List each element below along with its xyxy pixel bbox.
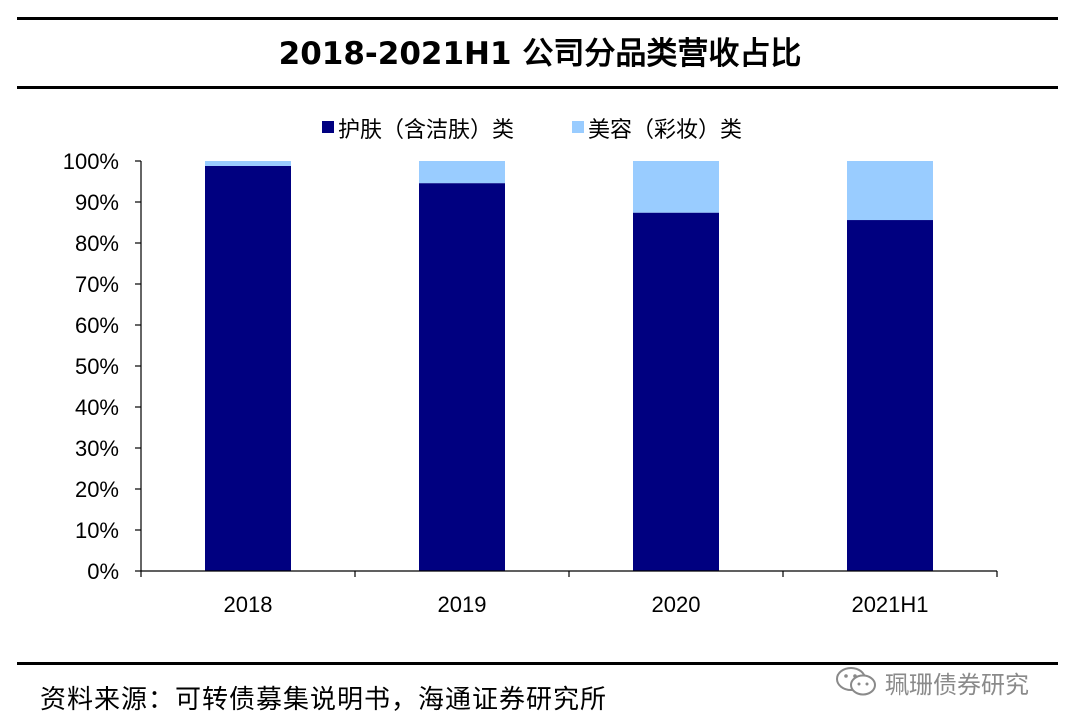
y-tick-label: 60%: [75, 313, 119, 338]
y-tick-label: 80%: [75, 231, 119, 256]
y-tick-label: 100%: [63, 149, 119, 174]
bar-2021H1-series-2: [847, 161, 933, 221]
stacked-bar-chart: 护肤（含洁肤）类 美容（彩妆）类 2018 2019 2020 2021H10%10%2…: [63, 118, 998, 617]
bar-2018-series-2: [205, 161, 291, 166]
y-tick-label: 30%: [75, 436, 119, 461]
y-tick-label: 20%: [75, 477, 119, 502]
legend-label-1: 护肤（含洁肤）类: [338, 118, 514, 143]
y-tick-label: 90%: [75, 190, 119, 215]
y-tick-label: 40%: [75, 395, 119, 420]
source-note: 资料来源：可转债募集说明书，海通证券研究所: [40, 685, 608, 715]
x-tick-label: 2018: [224, 592, 273, 617]
y-tick-label: 70%: [75, 272, 119, 297]
bottom-rule: [17, 662, 1058, 665]
y-tick-label: 0%: [87, 559, 119, 584]
bars: [205, 161, 933, 572]
watermark: 珮珊债券研究: [835, 664, 1029, 700]
bar-2021H1-series-1: [847, 220, 933, 571]
top-rule: [17, 17, 1058, 20]
legend-swatch-1: [322, 121, 334, 133]
x-tick-label: 2021H1: [851, 592, 928, 617]
x-tick-label: 2019: [438, 592, 487, 617]
wechat-icon: [836, 667, 876, 696]
x-tick-label: 2020: [652, 592, 701, 617]
legend-swatch-2: [572, 121, 584, 133]
legend-label-2: 美容（彩妆）类: [588, 118, 742, 143]
y-tick-label: 50%: [75, 354, 119, 379]
bar-2019-series-2: [419, 161, 505, 184]
y-tick-label: 10%: [75, 518, 119, 543]
bar-2020-series-2: [633, 161, 719, 213]
bar-2019-series-1: [419, 183, 505, 571]
bar-2020-series-1: [633, 212, 719, 571]
axes: 2018 2019 2020 2021H1 0% 10% 20% 30% 40% 50% 60% 70…: [63, 149, 998, 617]
legend: 护肤（含洁肤）类 美容（彩妆）类: [322, 118, 742, 143]
title-rule: [17, 86, 1058, 89]
watermark-text: 珮珊债券研究: [885, 670, 1029, 699]
chart-title: 2018-2021H1 公司分品类营收占比: [278, 36, 802, 72]
bar-2018-series-1: [205, 165, 291, 572]
